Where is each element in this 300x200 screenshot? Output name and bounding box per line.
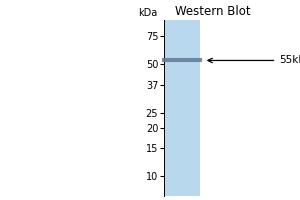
Text: kDa: kDa [138, 8, 158, 18]
Text: Western Blot: Western Blot [175, 5, 251, 18]
Text: 55kDa: 55kDa [208, 55, 300, 65]
Bar [164, 20, 200, 196]
